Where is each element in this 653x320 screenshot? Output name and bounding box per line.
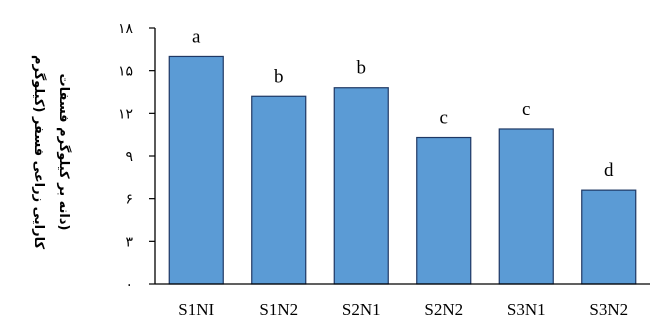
x-tick-label: S1NI	[178, 300, 214, 319]
data-label: b	[357, 58, 367, 79]
y-tick-label: ۶	[125, 192, 133, 208]
x-axis-labels: S1NI S1N2 S2N1 S2N2 S3N1 S3N2	[178, 300, 628, 319]
x-tick-label: S2N1	[342, 300, 381, 319]
bar	[498, 128, 554, 285]
bar	[251, 95, 307, 285]
data-label: d	[604, 160, 614, 181]
bar	[168, 55, 224, 285]
x-tick-label: S3N1	[507, 300, 546, 319]
y-tick-label: ۹	[125, 149, 133, 165]
y-axis-title-line-2: دانه بر کیلوگرم فسفات)	[56, 74, 72, 231]
bar	[581, 189, 637, 285]
data-label: b	[274, 66, 284, 87]
y-tick-label: ۱۵	[118, 64, 133, 80]
data-label: a	[192, 26, 201, 47]
x-tick-label: S3N2	[589, 300, 628, 319]
bars	[168, 55, 637, 285]
y-tick-label: ۱۸	[118, 21, 134, 37]
bar	[416, 136, 472, 285]
data-label: c	[522, 99, 530, 120]
bar	[333, 87, 389, 285]
x-tick-label: S2N2	[424, 300, 463, 319]
y-tick-label: ۰	[125, 277, 133, 293]
y-tick-label: ۱۲	[118, 106, 133, 122]
y-axis-title-line-1: کارایی زراعی فسفر (کیلوگرم	[31, 55, 47, 250]
x-tick-label: S1N2	[259, 300, 298, 319]
data-labels: a b b c c d	[192, 26, 614, 181]
y-axis-title: کارایی زراعی فسفر (کیلوگرم دانه بر کیلوگ…	[31, 55, 72, 250]
y-tick-label: ۳	[125, 234, 133, 250]
data-label: c	[440, 108, 448, 129]
y-axis-ticks: ۰ ۳ ۶ ۹ ۱۲ ۱۵ ۱۸	[118, 21, 155, 293]
